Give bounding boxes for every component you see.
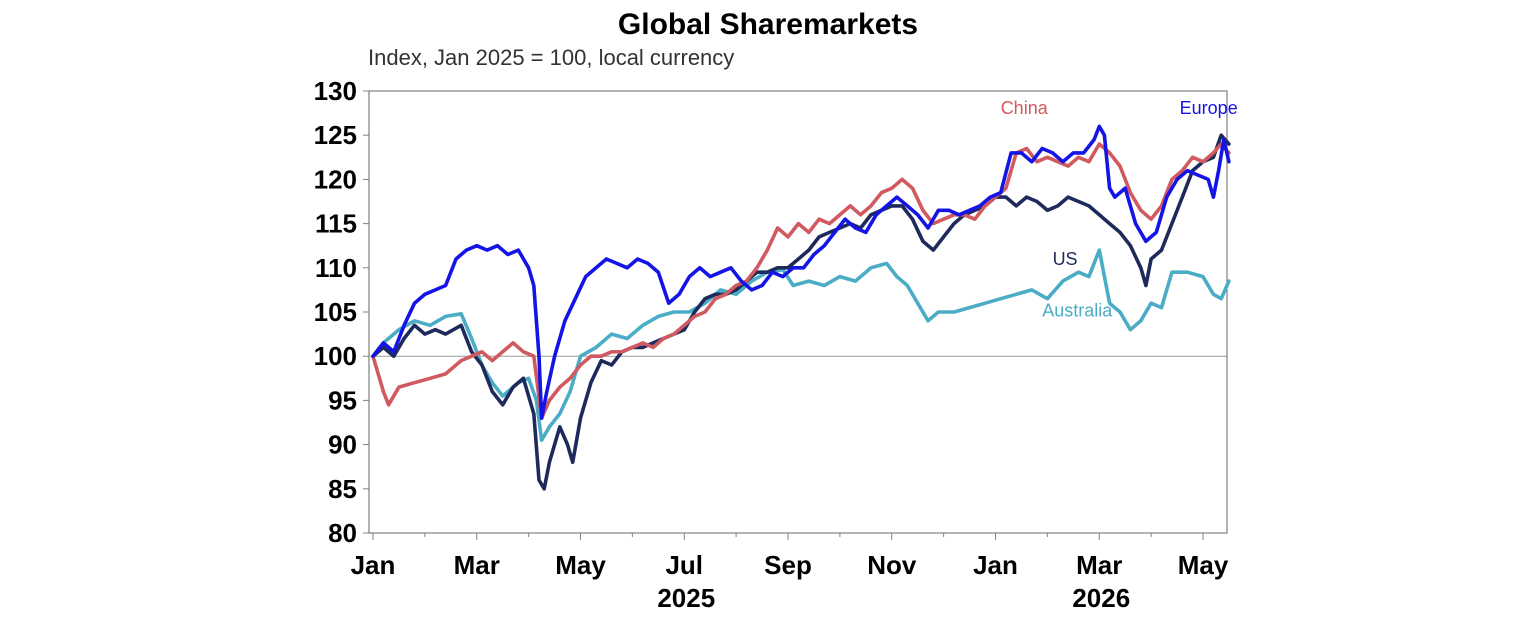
y-axis: 80 85 90 95 100 105 110 115 120 125 130: [314, 76, 369, 548]
series-line-us: [371, 133, 1231, 491]
series-lines: [371, 124, 1231, 491]
y-tick-label: 130: [314, 76, 357, 106]
series-label-china: China: [1001, 98, 1049, 118]
chart-subtitle: Index, Jan 2025 = 100, local currency: [368, 45, 734, 70]
y-tick-label: 90: [328, 430, 357, 460]
y-tick-label: 95: [328, 385, 357, 415]
x-tick-label: Nov: [867, 550, 917, 580]
x-tick-label: Mar: [454, 550, 500, 580]
y-tick-label: 80: [328, 518, 357, 548]
x-tick-label: May: [555, 550, 606, 580]
y-tick-label: 105: [314, 297, 357, 327]
x-tick-label: Mar: [1076, 550, 1122, 580]
y-tick-label: 100: [314, 341, 357, 371]
year-label: 2026: [1072, 583, 1130, 613]
x-tick-label: Jan: [351, 550, 396, 580]
y-tick-label: 120: [314, 164, 357, 194]
y-tick-label: 115: [315, 209, 357, 239]
x-axis: Jan Mar May Jul Sep Nov Jan Mar May 2025 2026: [351, 533, 1229, 613]
chart-title: Global Sharemarkets: [618, 8, 918, 41]
y-tick-label: 110: [315, 253, 357, 283]
year-label: 2025: [657, 583, 715, 613]
series-line-europe: [371, 124, 1231, 420]
series-line-china: [371, 142, 1231, 420]
y-tick-label: 85: [328, 474, 357, 504]
x-tick-label: Jan: [973, 550, 1018, 580]
series-label-europe: Europe: [1180, 98, 1238, 118]
x-tick-label: Sep: [764, 550, 812, 580]
series-label-us: US: [1053, 249, 1078, 269]
x-tick-label: May: [1178, 550, 1229, 580]
series-labels: Australia US China Europe: [1001, 98, 1238, 320]
series-label-australia: Australia: [1042, 300, 1113, 320]
x-tick-label: Jul: [665, 550, 703, 580]
y-tick-label: 125: [314, 120, 357, 150]
series-line-australia: [371, 248, 1231, 442]
